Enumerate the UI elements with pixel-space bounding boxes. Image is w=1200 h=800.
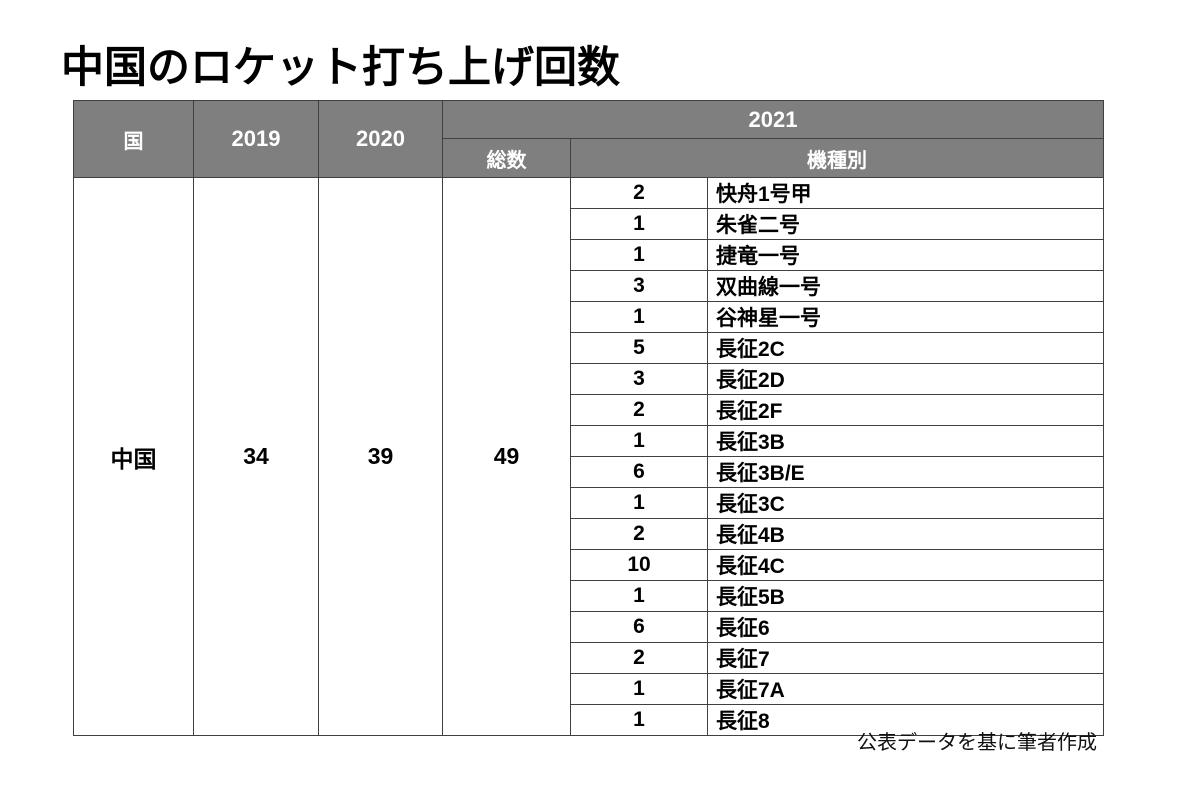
- model-name-cell: 長征3C: [706, 487, 1105, 519]
- model-name-cell: 長征2C: [706, 332, 1105, 364]
- model-name-cell: 長征4C: [706, 549, 1105, 581]
- model-count-cell: 1: [570, 704, 708, 736]
- country-cell: 中国: [73, 177, 194, 736]
- header-by-model: 機種別: [569, 138, 1105, 178]
- model-count-cell: 5: [570, 332, 708, 364]
- model-count-cell: 1: [570, 239, 708, 271]
- model-name-cell: 長征7A: [706, 673, 1105, 705]
- model-name-cell: 長征3B: [706, 425, 1105, 457]
- model-count-cell: 6: [570, 611, 708, 643]
- model-name-cell: 長征3B/E: [706, 456, 1105, 488]
- model-name-cell: 快舟1号甲: [706, 177, 1105, 209]
- model-count-cell: 2: [570, 642, 708, 674]
- launches-2020-cell: 39: [318, 177, 443, 736]
- model-name-cell: 長征4B: [706, 518, 1105, 550]
- table-row: 中国 34 39 49 2 快舟1号甲: [73, 177, 1105, 736]
- model-count-cell: 3: [570, 363, 708, 395]
- page-title: 中国のロケット打ち上げ回数: [61, 44, 620, 92]
- header-total: 総数: [442, 138, 571, 178]
- model-count-cell: 1: [570, 301, 708, 333]
- model-name-cell: 長征5B: [706, 580, 1105, 612]
- launches-2019-cell: 34: [193, 177, 319, 736]
- header-country: 国: [73, 100, 194, 178]
- model-name-cell: 長征7: [706, 642, 1105, 674]
- table-row: 1 長征8: [74, 704, 1105, 736]
- model-count-cell: 1: [570, 208, 708, 240]
- model-count-cell: 2: [570, 394, 708, 426]
- header-row-top: 国 2019 2020 2021: [73, 100, 1105, 178]
- header-2021: 2021: [441, 100, 1105, 139]
- total-2021-cell: 49: [442, 177, 571, 736]
- table-row: 2 長征4B: [74, 518, 1105, 550]
- source-note: 公表データを基に筆者作成: [857, 732, 1097, 754]
- model-name-cell: 双曲線一号: [706, 270, 1105, 302]
- model-count-cell: 3: [570, 270, 708, 302]
- model-count-cell: 1: [570, 425, 708, 457]
- table-row: 1 長征7A: [74, 673, 1105, 705]
- table-header: 国 2019 2020 2021 総数 機種別: [73, 100, 1105, 178]
- header-2020: 2020: [318, 100, 443, 178]
- model-name-cell: 朱雀二号: [706, 208, 1105, 240]
- launch-table-body: 中国 34 39 49 2 快舟1号甲 1 朱雀二号 1 捷竜一号 3 双曲線一号 1 谷神星…: [73, 177, 1105, 736]
- model-name-cell: 長征8: [706, 704, 1105, 736]
- model-count-cell: 1: [570, 673, 708, 705]
- table-row: 6 長征6: [74, 611, 1105, 643]
- model-name-cell: 捷竜一号: [706, 239, 1105, 271]
- launch-table: 国 2019 2020 2021 総数 機種別 中国 34 39 49 2 快舟…: [73, 100, 1105, 736]
- model-name-cell: 長征2F: [706, 394, 1105, 426]
- table-row: 1 朱雀二号: [74, 208, 1105, 240]
- model-count-cell: 2: [570, 177, 708, 209]
- model-count-cell: 10: [570, 549, 708, 581]
- model-count-cell: 2: [570, 518, 708, 550]
- model-name-cell: 長征6: [706, 611, 1105, 643]
- header-2019: 2019: [193, 100, 319, 178]
- table-row: 5 長征2C: [74, 332, 1105, 364]
- model-count-cell: 1: [570, 487, 708, 519]
- model-name-cell: 谷神星一号: [706, 301, 1105, 333]
- model-count-cell: 6: [570, 456, 708, 488]
- header-row-sub: 総数 機種別: [74, 138, 1105, 178]
- model-count-cell: 1: [570, 580, 708, 612]
- table-row: 1 谷神星一号: [74, 301, 1105, 333]
- table-row: 1 捷竜一号: [74, 239, 1105, 271]
- model-name-cell: 長征2D: [706, 363, 1105, 395]
